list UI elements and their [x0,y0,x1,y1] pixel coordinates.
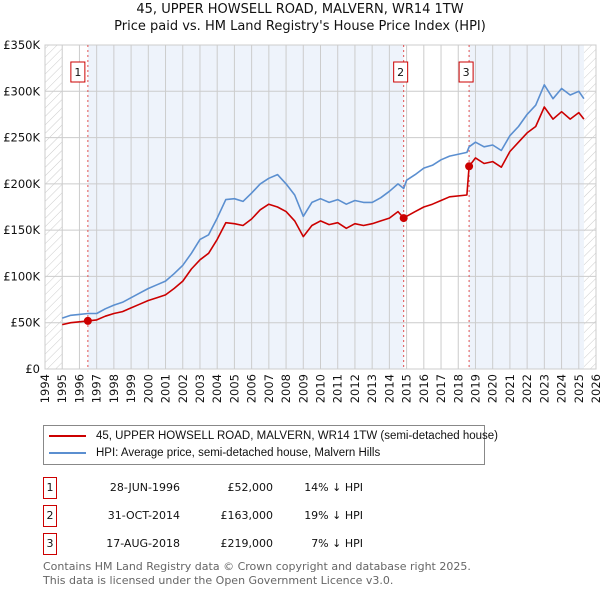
x-tick-label: 2002 [176,374,190,403]
x-tick-label: 1995 [55,374,69,403]
sale-point [465,162,474,171]
legend-label-hpi: HPI: Average price, semi-detached house,… [96,447,381,459]
legend-item-hpi: HPI: Average price, semi-detached house,… [49,445,380,461]
x-tick-label: 1998 [107,374,121,403]
transaction-date: 17-AUG-2018 [106,537,180,550]
legend-item-price: 45, UPPER HOWSELL ROAD, MALVERN, WR14 1T… [49,428,498,444]
y-tick-label: £150K [3,223,40,237]
transaction-hpi: 7% ↓ HPI [311,537,363,550]
y-tick-label: £350K [3,38,40,52]
x-tick-label: 2024 [555,374,569,403]
transaction-date: 28-JUN-1996 [109,481,180,494]
x-tick-label: 2001 [159,374,173,403]
transaction-price: £163,000 [220,509,274,522]
x-tick-label: 2018 [451,374,465,403]
x-tick-label: 1994 [38,374,52,403]
transaction-hpi: 14% ↓ HPI [304,481,363,494]
transaction-price: £52,000 [227,481,274,494]
x-tick-label: 2006 [245,374,259,403]
x-tick-label: 2016 [417,374,431,403]
x-tick-label: 2005 [227,374,241,403]
chart-subtitle: Price paid vs. HM Land Registry's House … [114,19,486,34]
sale-label-box [393,61,409,83]
no-data-hatch-right [583,45,596,369]
footer-copyright: Contains HM Land Registry data © Crown c… [43,560,471,573]
y-tick-label: £100K [3,269,40,283]
x-tick-label: 2012 [348,374,362,403]
sale-label-number: 1 [74,66,81,79]
legend-swatch-hpi [49,452,86,454]
x-tick-label: 2003 [193,374,207,403]
x-tick-label: 1999 [124,374,138,403]
y-tick-label: £50K [11,316,41,330]
x-tick-label: 2004 [210,374,224,403]
chart-title: 45, UPPER HOWSELL ROAD, MALVERN, WR14 1T… [136,2,464,17]
transaction-hpi: 19% ↓ HPI [304,509,363,522]
x-tick-label: 2009 [296,374,310,403]
x-tick-label: 2021 [503,374,517,403]
x-tick-label: 2000 [141,374,155,403]
x-tick-label: 2011 [331,374,345,403]
y-tick-label: £0 [25,362,40,376]
x-tick-label: 2008 [279,374,293,403]
sale-label-number: 2 [397,66,404,79]
sale-label-box [458,61,474,83]
sale-label-number: 3 [463,66,470,79]
x-tick-label: 2026 [589,374,600,403]
x-tick-label: 2013 [365,374,379,403]
transaction-number: 3 [43,533,57,555]
shaded-period [469,45,584,369]
x-tick-label: 2025 [572,374,586,403]
x-tick-label: 2015 [400,374,414,403]
footer-licence: This data is licensed under the Open Gov… [43,574,394,587]
x-tick-label: 2010 [314,374,328,403]
x-tick-label: 2019 [468,374,482,403]
x-tick-label: 2007 [262,374,276,403]
x-tick-label: 2014 [382,374,396,403]
shaded-period [87,45,404,369]
price-line [62,106,585,326]
x-tick-label: 1997 [90,374,104,403]
sale-point [399,214,408,223]
y-tick-label: £200K [3,177,40,191]
x-tick-label: 2017 [434,374,448,403]
transaction-price: £219,000 [220,537,274,550]
plot-border [44,44,597,370]
legend: 45, UPPER HOWSELL ROAD, MALVERN, WR14 1T… [43,425,498,465]
x-tick-label: 2022 [520,374,534,403]
x-tick-label: 2020 [486,374,500,403]
chart-area: 1994 1995 1996 1997 1998 1999 2000 2001 2002 2003… [3,38,600,403]
legend-label-price: 45, UPPER HOWSELL ROAD, MALVERN, WR14 1T… [96,430,498,442]
transaction-date: 31-OCT-2014 [107,509,180,522]
x-tick-label: 1996 [72,374,86,403]
y-tick-label: £250K [3,131,40,145]
y-tick-label: £300K [3,84,40,98]
no-data-hatch-left [45,45,63,369]
legend-swatch-price [49,435,86,437]
sale-label-box [70,61,86,83]
sale-point [83,316,92,325]
transaction-number: 2 [43,505,57,527]
transaction-number: 1 [43,477,57,499]
x-tick-label: 2023 [537,374,551,403]
hpi-line [61,84,585,319]
